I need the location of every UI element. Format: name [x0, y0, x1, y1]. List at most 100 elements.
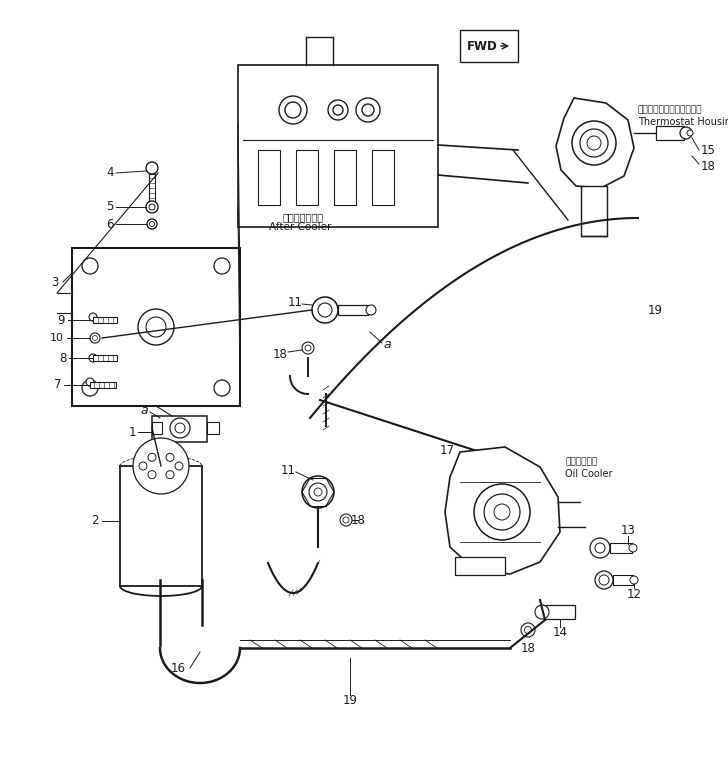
- Text: 4: 4: [106, 166, 114, 179]
- Text: a: a: [383, 339, 391, 352]
- Text: 15: 15: [701, 143, 716, 156]
- Bar: [90, 382, 116, 388]
- Polygon shape: [556, 98, 634, 188]
- Circle shape: [362, 104, 374, 116]
- Bar: [152, 422, 162, 434]
- Circle shape: [146, 317, 166, 337]
- Circle shape: [312, 297, 338, 323]
- Bar: [152, 416, 207, 442]
- Text: 9: 9: [58, 314, 65, 327]
- Text: 13: 13: [620, 523, 636, 536]
- Circle shape: [595, 571, 613, 589]
- Circle shape: [166, 453, 174, 462]
- Bar: [656, 126, 684, 140]
- Circle shape: [148, 471, 156, 478]
- Bar: [120, 466, 202, 586]
- Circle shape: [82, 258, 98, 274]
- Bar: [545, 605, 575, 619]
- Circle shape: [285, 102, 301, 118]
- Bar: [455, 557, 505, 575]
- Text: After Cooler: After Cooler: [269, 222, 331, 232]
- Circle shape: [630, 576, 638, 584]
- Text: オイルクーラ: オイルクーラ: [565, 458, 597, 466]
- Circle shape: [580, 129, 608, 157]
- Text: 3: 3: [51, 275, 59, 288]
- Circle shape: [599, 575, 609, 585]
- Circle shape: [494, 504, 510, 520]
- Circle shape: [333, 105, 343, 115]
- Bar: [93, 355, 117, 361]
- Circle shape: [92, 336, 98, 340]
- Circle shape: [175, 462, 183, 470]
- Circle shape: [138, 309, 174, 345]
- Bar: [207, 422, 219, 434]
- Text: 2: 2: [91, 514, 99, 527]
- Circle shape: [89, 354, 97, 362]
- Circle shape: [90, 333, 100, 343]
- Circle shape: [587, 136, 601, 150]
- Text: a: a: [141, 404, 148, 417]
- Text: 10: 10: [50, 333, 64, 343]
- Text: 7: 7: [55, 378, 62, 391]
- Circle shape: [356, 98, 380, 122]
- Circle shape: [149, 221, 154, 227]
- Bar: [334, 150, 356, 205]
- Text: 5: 5: [106, 201, 114, 214]
- Bar: [296, 150, 318, 205]
- Circle shape: [340, 514, 352, 526]
- Text: 18: 18: [521, 642, 535, 655]
- Circle shape: [629, 544, 637, 552]
- Bar: [460, 30, 518, 62]
- Circle shape: [343, 517, 349, 523]
- Bar: [613, 575, 633, 585]
- Circle shape: [521, 623, 535, 637]
- Bar: [338, 305, 368, 315]
- Text: Oil Cooler: Oil Cooler: [565, 469, 612, 479]
- Circle shape: [86, 378, 94, 386]
- Circle shape: [170, 418, 190, 438]
- Bar: [238, 65, 438, 227]
- Text: FWD: FWD: [467, 40, 497, 53]
- Text: 19: 19: [648, 304, 663, 317]
- Text: 12: 12: [627, 588, 641, 600]
- Circle shape: [314, 488, 322, 496]
- Text: 18: 18: [701, 159, 716, 172]
- Circle shape: [680, 127, 692, 139]
- Polygon shape: [445, 447, 560, 574]
- Circle shape: [318, 303, 332, 317]
- Circle shape: [687, 130, 693, 136]
- Text: 1: 1: [128, 427, 135, 439]
- Circle shape: [305, 345, 311, 351]
- Bar: [372, 150, 394, 205]
- Circle shape: [595, 543, 605, 553]
- Circle shape: [139, 462, 147, 470]
- Text: 11: 11: [280, 463, 296, 477]
- Circle shape: [572, 121, 616, 165]
- Text: 18: 18: [272, 347, 288, 360]
- Circle shape: [149, 204, 155, 210]
- Circle shape: [214, 258, 230, 274]
- Circle shape: [590, 538, 610, 558]
- Bar: [149, 174, 155, 202]
- Circle shape: [146, 201, 158, 213]
- Circle shape: [146, 162, 158, 174]
- Text: サーモスタットハウジング: サーモスタットハウジング: [638, 105, 703, 114]
- Circle shape: [148, 453, 156, 462]
- Circle shape: [279, 96, 307, 124]
- Text: 11: 11: [288, 295, 303, 308]
- Circle shape: [302, 342, 314, 354]
- Text: 19: 19: [342, 694, 357, 707]
- Circle shape: [474, 484, 530, 540]
- Bar: [72, 248, 240, 406]
- Text: 14: 14: [553, 626, 568, 639]
- Text: アフタークーラ: アフタークーラ: [282, 212, 323, 222]
- Text: 18: 18: [351, 513, 365, 526]
- Circle shape: [133, 438, 189, 494]
- Text: Thermostat Housing: Thermostat Housing: [638, 117, 728, 127]
- Bar: [581, 186, 607, 236]
- Circle shape: [309, 483, 327, 501]
- Circle shape: [147, 219, 157, 229]
- Circle shape: [82, 380, 98, 396]
- Circle shape: [328, 100, 348, 120]
- Circle shape: [535, 605, 549, 619]
